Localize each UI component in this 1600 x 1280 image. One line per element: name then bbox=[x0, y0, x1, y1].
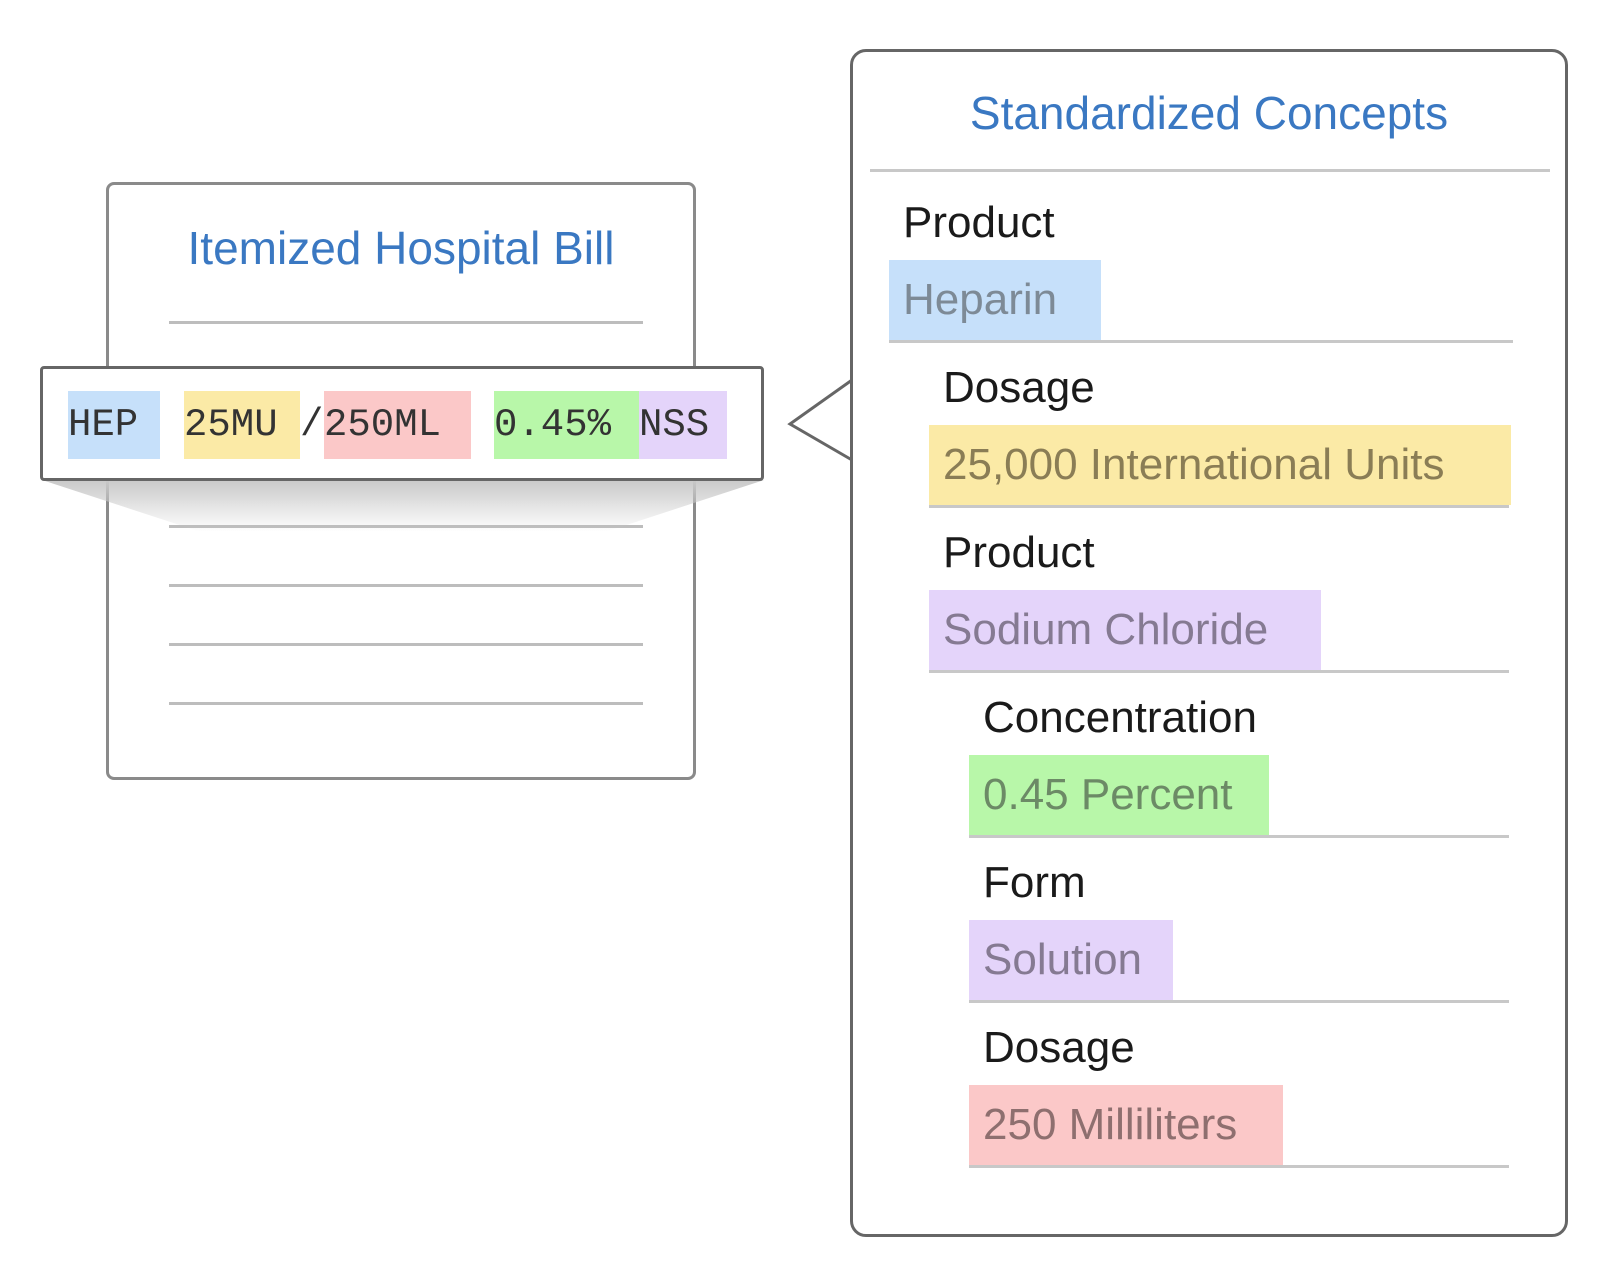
panel-title: Standardized Concepts bbox=[969, 87, 1449, 139]
concept-divider bbox=[929, 505, 1509, 508]
concept-value: 250 Milliliters bbox=[969, 1085, 1283, 1165]
bill-title: Itemized Hospital Bill bbox=[187, 222, 615, 274]
code-token-0-45-percent: 0.45% bbox=[494, 391, 639, 459]
concept-value: Solution bbox=[969, 920, 1173, 1000]
concept-divider bbox=[969, 1165, 1509, 1168]
code-token-25mu: 25MU bbox=[184, 391, 300, 459]
concept-label: Form bbox=[983, 858, 1086, 907]
concept-label: Product bbox=[943, 528, 1095, 577]
code-token-250ml: 250ML bbox=[324, 391, 471, 459]
code-token-hep: HEP bbox=[68, 391, 160, 459]
code-token-nss: NSS bbox=[639, 391, 727, 459]
concept-label: Dosage bbox=[943, 363, 1095, 412]
code-token-slash: / bbox=[300, 391, 324, 459]
bill-line bbox=[169, 643, 643, 646]
concept-value: Heparin bbox=[889, 260, 1101, 340]
concept-divider bbox=[969, 1000, 1509, 1003]
concept-label: Product bbox=[903, 198, 1055, 247]
concept-label: Dosage bbox=[983, 1023, 1135, 1072]
panel-title-divider bbox=[870, 169, 1550, 172]
bill-line bbox=[169, 321, 643, 324]
concept-divider bbox=[969, 835, 1509, 838]
concept-value: 25,000 International Units bbox=[929, 425, 1511, 505]
concept-label: Concentration bbox=[983, 693, 1257, 742]
callout-tail-icon bbox=[787, 378, 853, 462]
bill-line bbox=[169, 702, 643, 705]
concept-value: Sodium Chloride bbox=[929, 590, 1321, 670]
concept-value: 0.45 Percent bbox=[969, 755, 1269, 835]
bill-line bbox=[169, 584, 643, 587]
standardized-concepts-panel: Standardized Concepts Product Heparin Dosa… bbox=[850, 49, 1568, 1237]
concept-divider bbox=[889, 340, 1513, 343]
concept-divider bbox=[929, 670, 1509, 673]
zoomed-bill-line: HEP 25MU / 250ML 0.45% NSS bbox=[40, 366, 764, 481]
